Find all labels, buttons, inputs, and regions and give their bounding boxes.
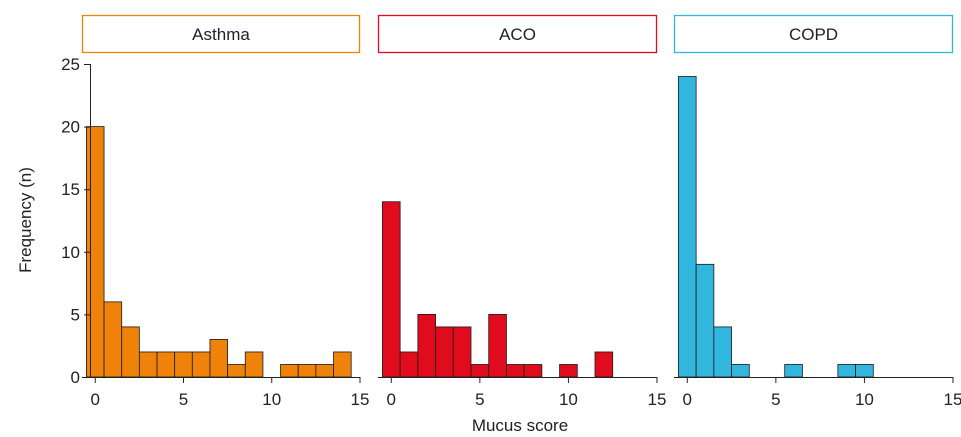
bar bbox=[713, 326, 732, 378]
y-tick-label: 15 bbox=[61, 180, 80, 199]
panels: Asthma 0 5 10 15 0 5 10 15 20 25 ACO 0 5 10 15 COPD 0 5 10 1… bbox=[61, 14, 961, 409]
x-tick-label: 10 bbox=[855, 390, 874, 409]
bar bbox=[523, 364, 543, 378]
bar bbox=[156, 351, 176, 378]
bar bbox=[121, 326, 140, 378]
bar bbox=[559, 364, 578, 378]
bar bbox=[103, 301, 123, 378]
bar bbox=[297, 364, 317, 378]
bar bbox=[417, 313, 436, 378]
bars bbox=[86, 126, 352, 378]
panel-asthma: Asthma 0 5 10 15 0 5 10 15 20 25 bbox=[61, 14, 370, 409]
bar bbox=[452, 326, 472, 378]
x-tick-label: 15 bbox=[944, 390, 961, 409]
y-tick-label: 20 bbox=[61, 118, 80, 137]
y-axis-title: Frequency (n) bbox=[16, 167, 35, 273]
bar bbox=[333, 351, 352, 378]
x-tick-label: 15 bbox=[351, 390, 370, 409]
panel-title-box bbox=[81, 14, 361, 54]
bar bbox=[855, 364, 874, 378]
bar bbox=[731, 364, 750, 378]
bar bbox=[399, 351, 419, 378]
bar bbox=[435, 326, 454, 378]
bars bbox=[382, 201, 614, 378]
x-tick-label: 15 bbox=[648, 390, 667, 409]
x-tick-label: 5 bbox=[771, 390, 780, 409]
x-tick-label: 0 bbox=[387, 390, 396, 409]
panel-title-box bbox=[377, 14, 658, 54]
x-tick-label: 0 bbox=[91, 390, 100, 409]
bar bbox=[695, 263, 715, 378]
x-axis-title: Mucus score bbox=[472, 416, 568, 435]
y-tick-label: 10 bbox=[61, 243, 80, 262]
x-tick-label: 10 bbox=[262, 390, 281, 409]
panel-title: COPD bbox=[789, 25, 838, 44]
x-tick-label: 5 bbox=[475, 390, 484, 409]
panel-aco: ACO 0 5 10 15 bbox=[377, 14, 667, 409]
panel-title: Asthma bbox=[192, 25, 250, 44]
bar bbox=[86, 126, 105, 378]
bar bbox=[784, 364, 803, 378]
bar bbox=[227, 364, 246, 378]
bar bbox=[280, 364, 299, 378]
bar bbox=[678, 76, 697, 378]
bar bbox=[138, 351, 158, 378]
x-tick-label: 0 bbox=[683, 390, 692, 409]
y-tick-label: 5 bbox=[71, 305, 80, 324]
x-tick-label: 10 bbox=[559, 390, 578, 409]
bar bbox=[191, 351, 211, 378]
bar bbox=[837, 364, 856, 378]
bar bbox=[209, 339, 229, 378]
bars bbox=[678, 76, 874, 378]
bar bbox=[594, 351, 614, 378]
bar bbox=[470, 364, 490, 378]
bar bbox=[382, 201, 401, 378]
panel-title-box bbox=[673, 14, 954, 54]
y-tick-label: 0 bbox=[71, 368, 80, 387]
bar bbox=[488, 313, 507, 378]
bar bbox=[315, 364, 334, 378]
panel-title: ACO bbox=[499, 25, 536, 44]
bar bbox=[174, 351, 193, 378]
y-tick-label: 25 bbox=[61, 55, 80, 74]
panel-copd: COPD 0 5 10 15 bbox=[673, 14, 961, 409]
x-tick-label: 5 bbox=[179, 390, 188, 409]
bar bbox=[506, 364, 525, 378]
bar bbox=[244, 351, 264, 378]
